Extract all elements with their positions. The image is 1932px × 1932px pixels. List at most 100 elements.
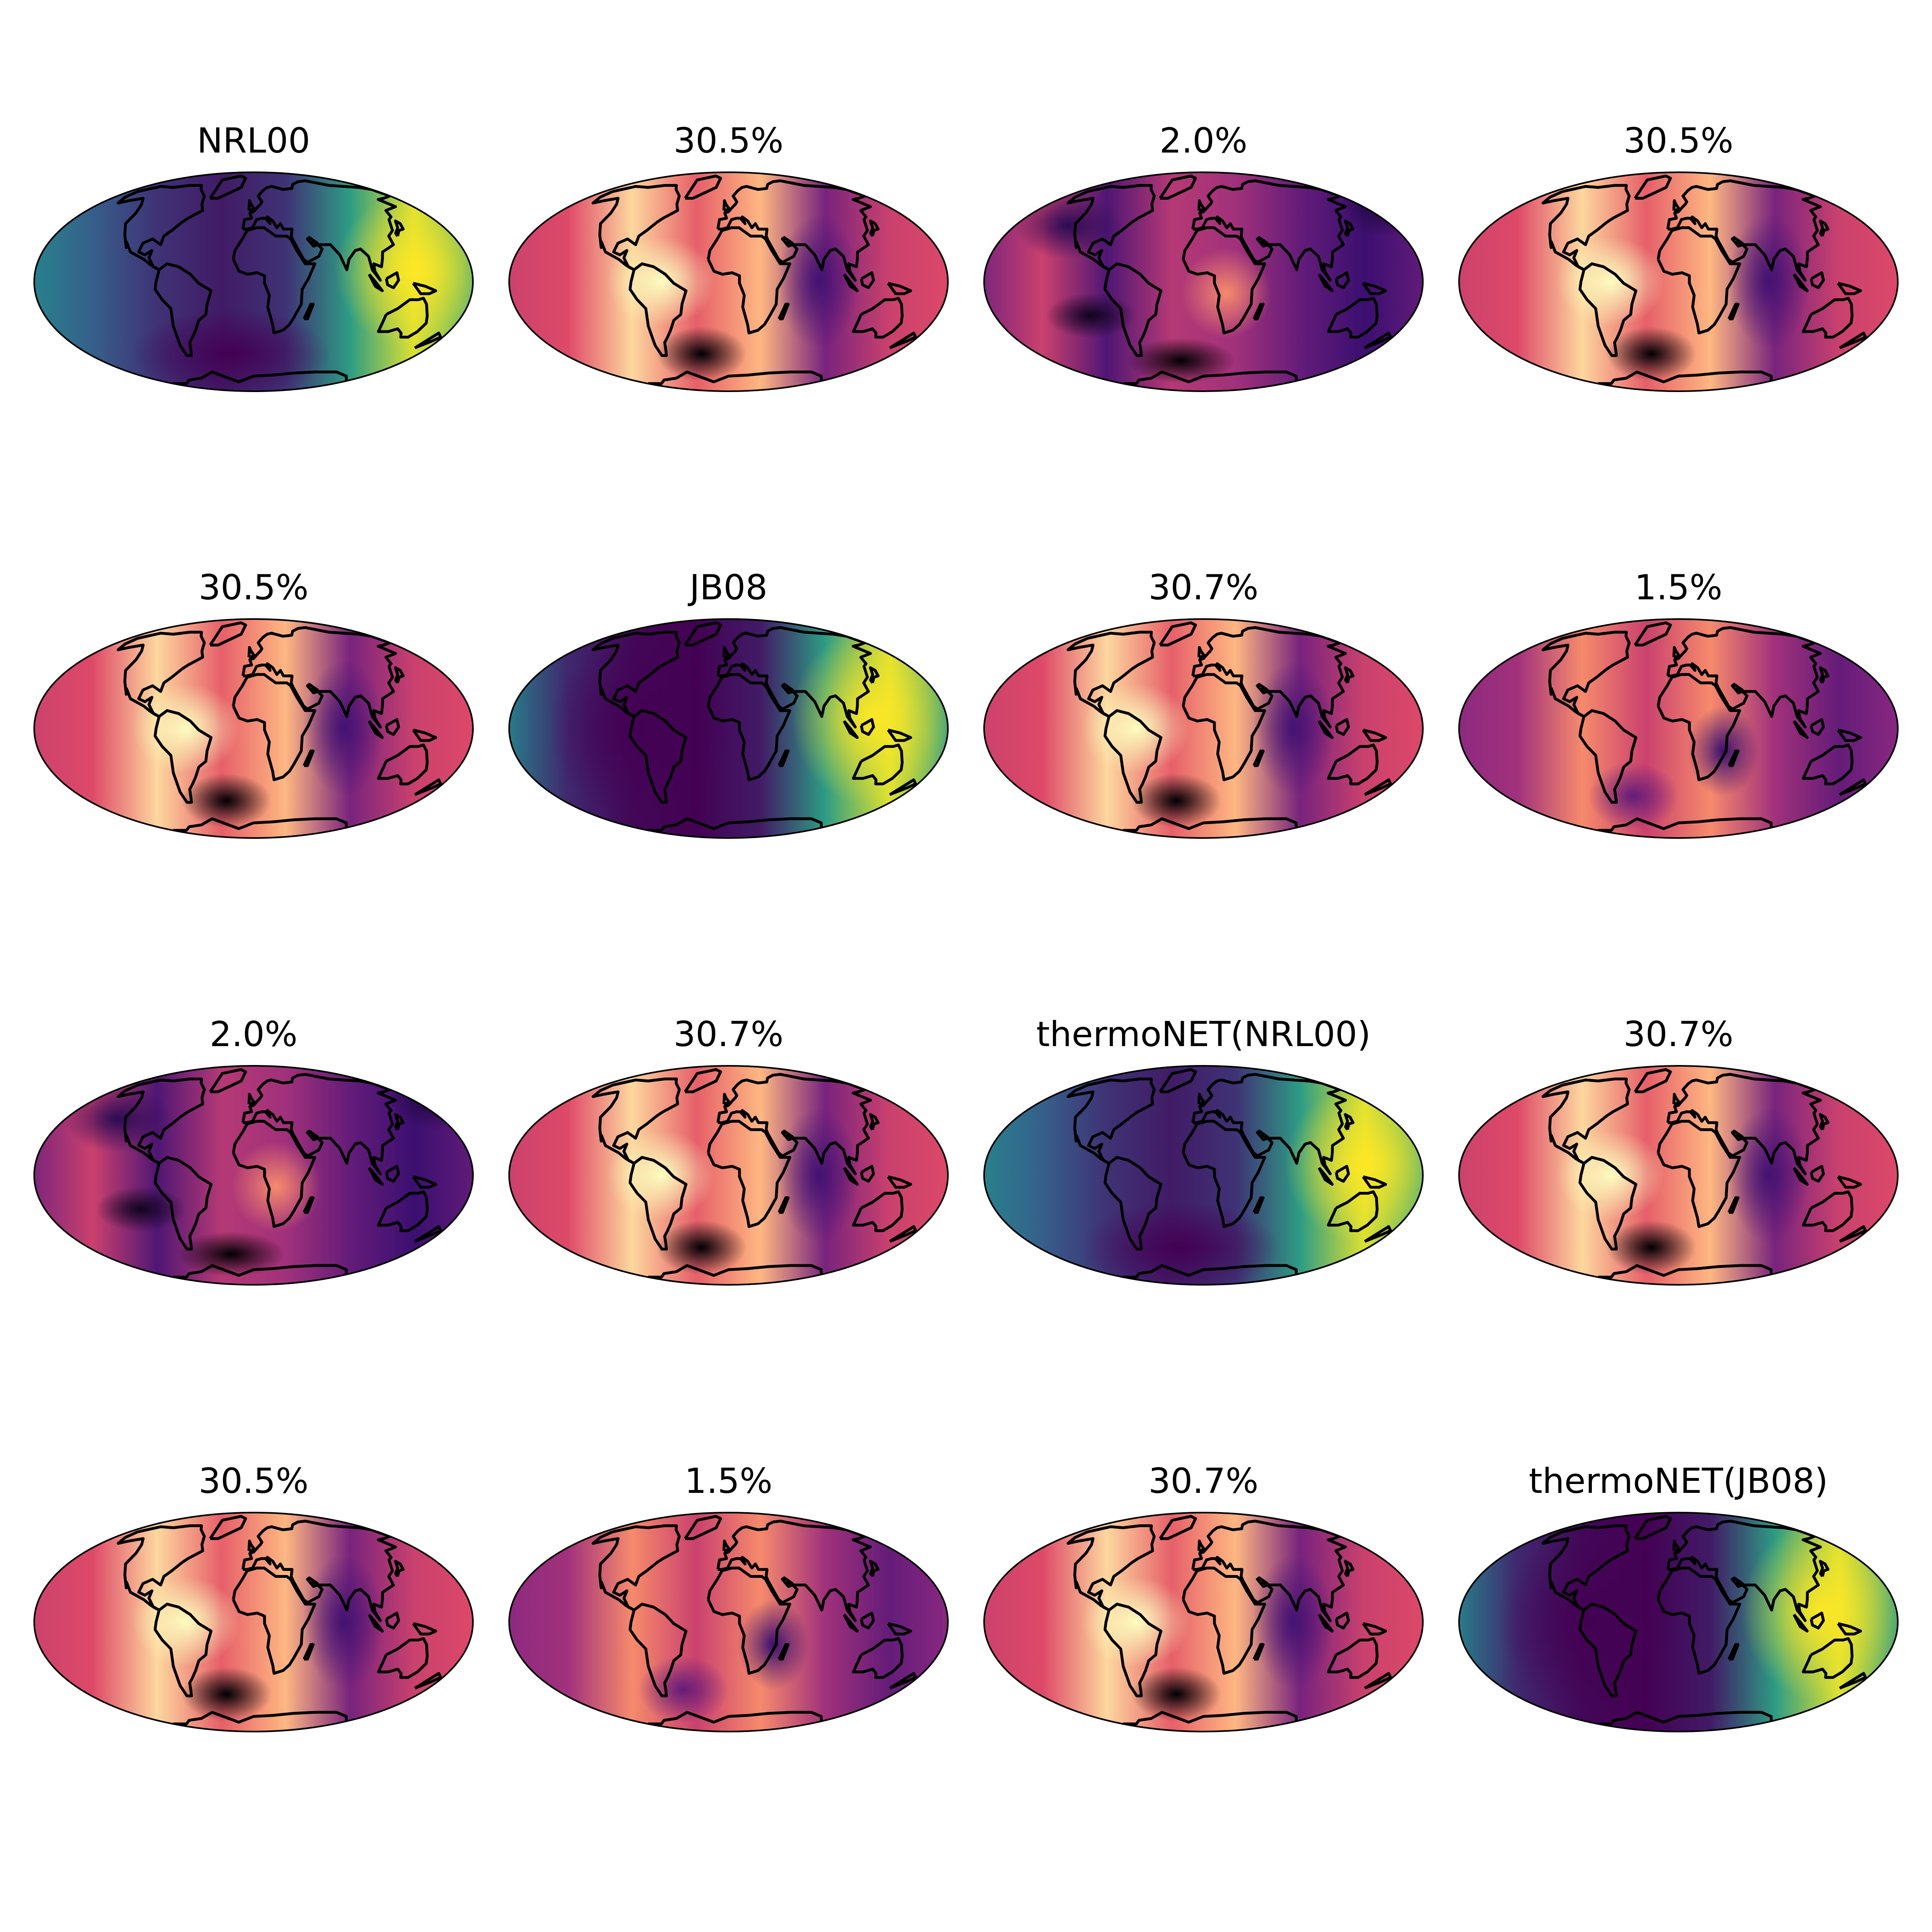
field-feature	[1556, 1130, 1665, 1220]
coastline	[1327, 1190, 1379, 1232]
coastline	[1810, 718, 1825, 736]
coastline	[1657, 226, 1741, 334]
coastline	[628, 709, 687, 804]
field-feature	[1498, 1532, 1678, 1712]
field-feature	[1556, 237, 1665, 327]
coastline	[248, 199, 256, 212]
coastline	[367, 720, 384, 739]
field-feature	[181, 1667, 272, 1721]
coastline	[1182, 673, 1266, 781]
coastline	[1253, 749, 1265, 767]
coastline	[303, 303, 315, 320]
coastline	[209, 1515, 247, 1540]
coastline	[1578, 1156, 1637, 1251]
mollweide-map	[1458, 618, 1899, 839]
coastline	[1837, 1622, 1862, 1636]
coastline	[1159, 1515, 1197, 1540]
coastline	[173, 817, 348, 832]
coastline	[1541, 184, 1631, 271]
coastline	[707, 1567, 791, 1675]
map-boundary	[33, 1065, 474, 1286]
panel-title: NRL00	[197, 121, 310, 161]
coastline	[394, 1560, 405, 1577]
map-boundary	[1458, 618, 1899, 839]
coastline	[1666, 1519, 1822, 1622]
coastline	[842, 1167, 859, 1186]
coastline	[232, 1567, 316, 1675]
coastline	[153, 1156, 213, 1251]
field-feature	[548, 638, 729, 819]
field-feature	[1127, 338, 1235, 383]
coastline	[303, 1643, 315, 1661]
field-feature	[334, 192, 473, 349]
coastline	[248, 646, 256, 659]
coastline	[628, 1602, 687, 1697]
field-feature	[132, 1577, 240, 1667]
coastline	[173, 1264, 348, 1279]
coastline	[1182, 1120, 1266, 1228]
coastline	[394, 219, 405, 237]
coastline	[1802, 1190, 1854, 1232]
coastline	[1818, 219, 1830, 237]
coastline	[394, 666, 405, 684]
coastline	[1598, 370, 1773, 385]
field-feature	[1284, 1085, 1423, 1243]
coastline	[1634, 1068, 1672, 1094]
coastline	[1103, 1156, 1162, 1251]
coastline	[412, 729, 438, 742]
map-panel: 1.5%	[1453, 568, 1904, 849]
field-feature	[778, 1108, 859, 1243]
coastline	[1103, 709, 1162, 804]
coastline	[1810, 1612, 1825, 1630]
coastline	[232, 1120, 316, 1228]
coastline	[1344, 1113, 1355, 1131]
coastline	[1362, 1175, 1387, 1189]
field-feature	[1082, 1577, 1190, 1667]
field-background	[1459, 619, 1898, 838]
coastline	[1103, 1602, 1162, 1697]
coastline	[1657, 673, 1741, 781]
mollweide-map	[983, 171, 1424, 392]
field-feature	[1728, 214, 1809, 349]
coastline	[367, 1167, 384, 1186]
coastline	[1792, 1614, 1809, 1633]
panel-title: 30.7%	[673, 1014, 784, 1055]
coastline	[1335, 1612, 1350, 1630]
coastline	[232, 673, 316, 781]
field-feature	[1253, 1554, 1334, 1690]
panel-title: 30.5%	[673, 121, 784, 161]
coastline	[842, 273, 859, 292]
coastline	[1364, 331, 1392, 349]
coastline	[889, 778, 917, 796]
coastline	[209, 621, 247, 647]
coastline	[628, 1156, 687, 1251]
mollweide-map	[33, 618, 474, 839]
coastline	[1066, 631, 1156, 718]
map-boundary	[33, 618, 474, 839]
coastline	[303, 749, 315, 767]
coastline	[1818, 666, 1830, 684]
coastline	[716, 1519, 872, 1622]
map-boundary	[983, 1512, 1424, 1732]
coastline	[1335, 1165, 1350, 1183]
field-feature	[231, 1141, 321, 1232]
panel-title: 30.7%	[1148, 1461, 1259, 1501]
coastline	[385, 1612, 400, 1630]
field-feature	[1046, 293, 1136, 338]
coastline	[1317, 1167, 1334, 1186]
map-boundary	[508, 1065, 949, 1286]
coastline	[1634, 621, 1672, 647]
coastline	[722, 1093, 731, 1106]
field-feature	[607, 237, 715, 327]
coastline	[722, 1540, 731, 1552]
coastline	[1792, 1167, 1809, 1186]
coastline	[628, 262, 687, 357]
coastline	[1541, 1077, 1631, 1165]
coastline	[1317, 273, 1334, 292]
panel-title: 30.5%	[198, 1461, 309, 1501]
coastline	[887, 1175, 912, 1189]
map-boundary	[983, 618, 1424, 839]
coastline	[591, 184, 681, 271]
field-feature	[96, 1187, 186, 1232]
coastline	[412, 282, 438, 295]
